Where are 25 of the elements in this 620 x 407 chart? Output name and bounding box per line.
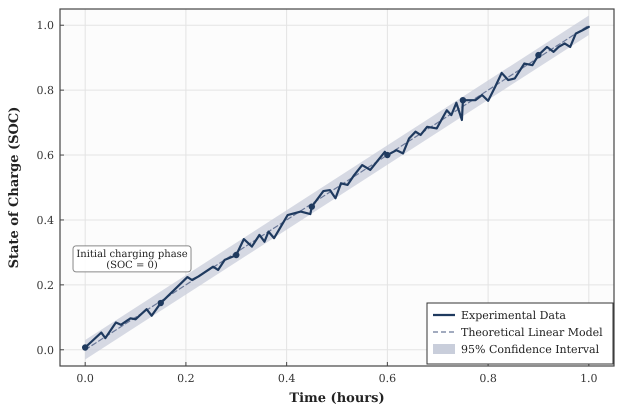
x-tick-label: 1.0 — [580, 372, 598, 385]
y-tick-label: 1.0 — [36, 19, 54, 32]
point — [82, 344, 88, 351]
x-tick-label: 0.2 — [177, 372, 195, 385]
x-tick-label: 0.8 — [479, 372, 497, 385]
y-tick-label: 0.4 — [36, 214, 54, 227]
y-tick-label: 0.8 — [36, 84, 54, 98]
x-tick-label: 0.6 — [378, 372, 396, 385]
annotation: Initial charging phase (SOC = 0) — [76, 248, 188, 271]
legend-label: Theoretical Linear Model — [461, 326, 604, 339]
y-tick-label: 0.2 — [36, 278, 54, 292]
point — [384, 152, 391, 158]
y-tick-label: 0.0 — [36, 344, 54, 357]
legend-label: Experimental Data — [461, 309, 566, 322]
x-tick-label: 0.4 — [278, 372, 296, 385]
y-tick-label: 0.6 — [36, 149, 54, 162]
point — [308, 203, 316, 210]
point — [158, 300, 164, 306]
x-tick-label: 0.0 — [76, 372, 94, 385]
point — [460, 96, 466, 104]
y-axis-title: State of Charge (SOC) — [7, 106, 22, 268]
x-axis-title: Time (hours) — [289, 391, 385, 406]
point — [233, 252, 240, 258]
legend-label: 95% Confidence Interval — [461, 343, 600, 356]
point — [535, 52, 542, 58]
